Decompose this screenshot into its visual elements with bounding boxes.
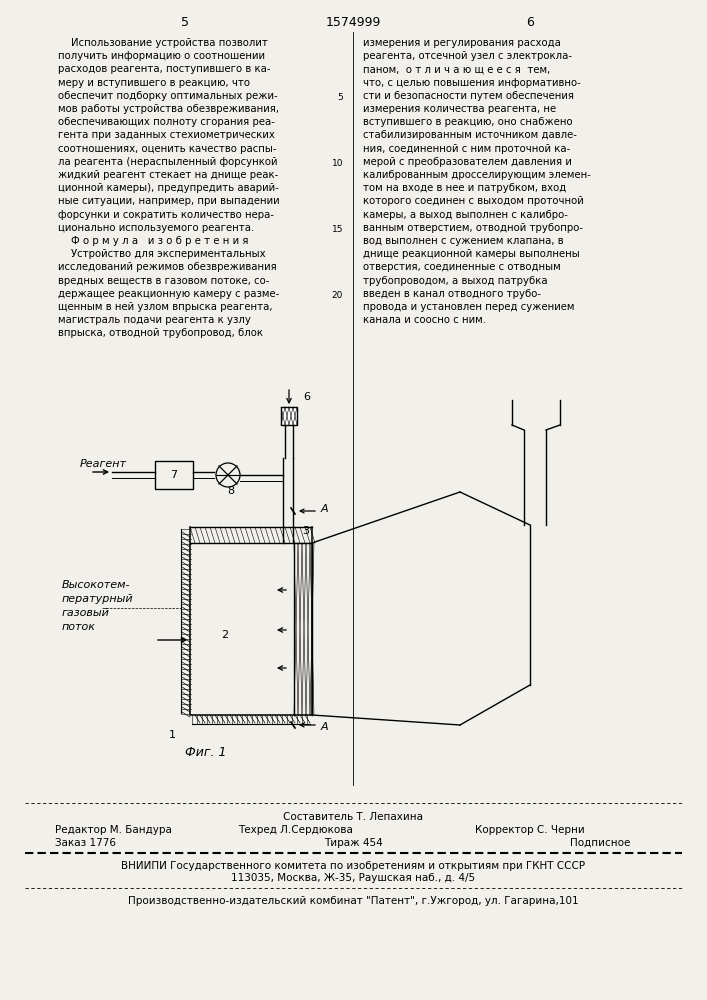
Text: измерения количества реагента, не: измерения количества реагента, не xyxy=(363,104,556,114)
Text: Устройство для экспериментальных: Устройство для экспериментальных xyxy=(58,249,266,259)
Text: 2: 2 xyxy=(221,630,228,640)
Text: Заказ 1776: Заказ 1776 xyxy=(55,838,116,848)
Circle shape xyxy=(216,463,240,487)
Text: A: A xyxy=(321,504,329,514)
Text: обеспечит подборку оптимальных режи-: обеспечит подборку оптимальных режи- xyxy=(58,91,278,101)
Text: 1: 1 xyxy=(168,730,175,740)
Text: Тираж 454: Тираж 454 xyxy=(324,838,382,848)
Text: 7: 7 xyxy=(170,470,177,480)
Text: 15: 15 xyxy=(332,225,343,234)
Text: камеры, а выход выполнен с калибро-: камеры, а выход выполнен с калибро- xyxy=(363,210,568,220)
Text: A: A xyxy=(321,722,329,732)
Text: измерения и регулирования расхода: измерения и регулирования расхода xyxy=(363,38,561,48)
Text: 5: 5 xyxy=(337,93,343,102)
Text: провода и установлен перед сужением: провода и установлен перед сужением xyxy=(363,302,575,312)
Text: соотношениях, оценить качество распы-: соотношениях, оценить качество распы- xyxy=(58,144,276,154)
Text: газовый: газовый xyxy=(62,608,110,618)
Text: отверстия, соединенные с отводным: отверстия, соединенные с отводным xyxy=(363,262,561,272)
Text: 20: 20 xyxy=(332,291,343,300)
Text: форсунки и сократить количество нера-: форсунки и сократить количество нера- xyxy=(58,210,274,220)
Text: ционной камеры), предупредить аварий-: ционной камеры), предупредить аварий- xyxy=(58,183,279,193)
Text: сти и безопасности путем обеспечения: сти и безопасности путем обеспечения xyxy=(363,91,574,101)
Text: гента при заданных стехиометрических: гента при заданных стехиометрических xyxy=(58,130,275,140)
Text: ные ситуации, например, при выпадении: ные ситуации, например, при выпадении xyxy=(58,196,280,206)
Text: поток: поток xyxy=(62,622,96,632)
Text: Высокотем-: Высокотем- xyxy=(62,580,131,590)
Text: меру и вступившего в реакцию, что: меру и вступившего в реакцию, что xyxy=(58,78,250,88)
Text: введен в канал отводного трубо-: введен в канал отводного трубо- xyxy=(363,289,541,299)
Text: Составитель Т. Лепахина: Составитель Т. Лепахина xyxy=(283,812,423,822)
Text: Техред Л.Сердюкова: Техред Л.Сердюкова xyxy=(238,825,352,835)
Text: 6: 6 xyxy=(526,15,534,28)
Text: Ф о р м у л а   и з о б р е т е н и я: Ф о р м у л а и з о б р е т е н и я xyxy=(58,236,248,246)
Text: щенным в ней узлом впрыска реагента,: щенным в ней узлом впрыска реагента, xyxy=(58,302,272,312)
Text: что, с целью повышения информативно-: что, с целью повышения информативно- xyxy=(363,78,580,88)
Text: мерой с преобразователем давления и: мерой с преобразователем давления и xyxy=(363,157,572,167)
Text: впрыска, отводной трубопровод, блок: впрыска, отводной трубопровод, блок xyxy=(58,328,263,338)
Text: Фиг. 1: Фиг. 1 xyxy=(185,746,226,758)
Text: ла реагента (нераспыленный форсункой: ла реагента (нераспыленный форсункой xyxy=(58,157,278,167)
Text: вод выполнен с сужением клапана, в: вод выполнен с сужением клапана, в xyxy=(363,236,563,246)
Text: стабилизированным источником давле-: стабилизированным источником давле- xyxy=(363,130,577,140)
Text: исследований режимов обезвреживания: исследований режимов обезвреживания xyxy=(58,262,276,272)
Text: которого соединен с выходом проточной: которого соединен с выходом проточной xyxy=(363,196,584,206)
Text: Корректор С. Черни: Корректор С. Черни xyxy=(475,825,585,835)
Text: 5: 5 xyxy=(181,15,189,28)
Text: калиброванным дросселирующим элемен-: калиброванным дросселирующим элемен- xyxy=(363,170,591,180)
Text: ванным отверстием, отводной трубопро-: ванным отверстием, отводной трубопро- xyxy=(363,223,583,233)
Text: ВНИИПИ Государственного комитета по изобретениям и открытиям при ГКНТ СССР: ВНИИПИ Государственного комитета по изоб… xyxy=(121,861,585,871)
Text: вступившего в реакцию, оно снабжено: вступившего в реакцию, оно снабжено xyxy=(363,117,573,127)
Text: реагента, отсечной узел с электрокла-: реагента, отсечной узел с электрокла- xyxy=(363,51,572,61)
Text: пературный: пературный xyxy=(62,594,134,604)
Text: жидкий реагент стекает на днище реак-: жидкий реагент стекает на днище реак- xyxy=(58,170,279,180)
Text: том на входе в нее и патрубком, вход: том на входе в нее и патрубком, вход xyxy=(363,183,566,193)
Text: трубопроводом, а выход патрубка: трубопроводом, а выход патрубка xyxy=(363,276,548,286)
Text: днище реакционной камеры выполнены: днище реакционной камеры выполнены xyxy=(363,249,580,259)
Text: Подписное: Подписное xyxy=(570,838,631,848)
Text: 6: 6 xyxy=(303,392,310,402)
Text: магистраль подачи реагента к узлу: магистраль подачи реагента к узлу xyxy=(58,315,251,325)
Text: мов работы устройства обезвреживания,: мов работы устройства обезвреживания, xyxy=(58,104,279,114)
Text: 3: 3 xyxy=(303,526,310,536)
Bar xyxy=(281,407,297,425)
Text: паном,  о т л и ч а ю щ е е с я  тем,: паном, о т л и ч а ю щ е е с я тем, xyxy=(363,64,550,74)
Text: обеспечивающих полноту сгорания реа-: обеспечивающих полноту сгорания реа- xyxy=(58,117,275,127)
Text: канала и соосно с ним.: канала и соосно с ним. xyxy=(363,315,486,325)
Text: ционально используемого реагента.: ционально используемого реагента. xyxy=(58,223,255,233)
Text: получить информацию о соотношении: получить информацию о соотношении xyxy=(58,51,265,61)
Text: держащее реакционную камеру с разме-: держащее реакционную камеру с разме- xyxy=(58,289,279,299)
Text: ния, соединенной с ним проточной ка-: ния, соединенной с ним проточной ка- xyxy=(363,144,571,154)
Text: вредных веществ в газовом потоке, со-: вредных веществ в газовом потоке, со- xyxy=(58,276,269,286)
Text: 1574999: 1574999 xyxy=(325,15,380,28)
Text: Производственно-издательский комбинат "Патент", г.Ужгород, ул. Гагарина,101: Производственно-издательский комбинат "П… xyxy=(128,896,578,906)
Bar xyxy=(155,461,193,489)
Text: Редактор М. Бандура: Редактор М. Бандура xyxy=(55,825,172,835)
Text: 10: 10 xyxy=(332,159,343,168)
Text: 8: 8 xyxy=(228,486,235,496)
Text: Использование устройства позволит: Использование устройства позволит xyxy=(58,38,268,48)
Text: 113035, Москва, Ж-35, Раушская наб., д. 4/5: 113035, Москва, Ж-35, Раушская наб., д. … xyxy=(231,873,475,883)
Text: Реагент: Реагент xyxy=(80,459,127,469)
Text: расходов реагента, поступившего в ка-: расходов реагента, поступившего в ка- xyxy=(58,64,271,74)
